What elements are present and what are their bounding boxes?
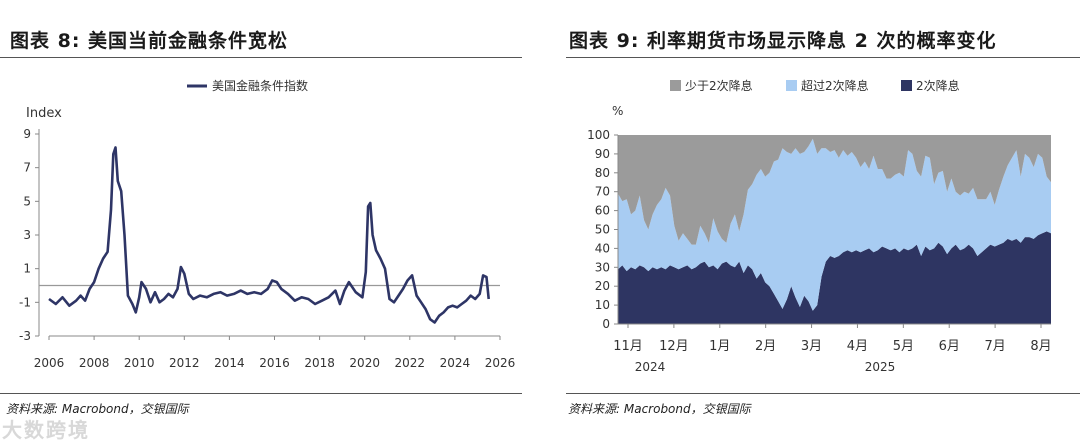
x-tick-label: 2010	[124, 356, 155, 370]
y-tick-label: 1	[23, 262, 31, 276]
y-tick-label: -3	[19, 329, 31, 343]
right-chart-panel: 图表 9: 利率期货市场显示降息 2 次的概率变化 100 90 80 70 60 50 4…	[566, 0, 1080, 447]
y-axis-title: Index	[26, 106, 62, 121]
x-tick-label: 8月	[1030, 339, 1051, 354]
x-tick-label: 12月	[659, 339, 689, 354]
x-tick-label: 3月	[801, 339, 822, 354]
x-tick-label: 4月	[847, 339, 868, 354]
y-tick-label: 90	[595, 147, 610, 161]
y-tick-label: 10	[595, 298, 610, 312]
fci-line-chart: 9 7 5 3 1 -1 -3 Index 2006 2008 2010 2012 2014 2016 20…	[19, 78, 516, 370]
x-tick-label: 2月	[755, 339, 776, 354]
y-tick-label: 5	[23, 194, 31, 208]
x-tick-label: 11月	[613, 339, 643, 354]
x-tick-label: 2026	[485, 356, 516, 370]
x-tick-label: 2008	[79, 356, 110, 370]
x-tick-label: 6月	[939, 339, 960, 354]
left-chart-panel: 图表 8: 美国当前金融条件宽松 9 7 5 3 1 -1 -3 Index 2006 2008 2…	[0, 0, 522, 447]
area-fewer-than-two-cuts	[618, 135, 1051, 245]
x-tick-label: 2012	[169, 356, 200, 370]
y-tick-label: -1	[19, 295, 31, 309]
area-two-cuts	[618, 231, 1051, 324]
y-tick-label: 3	[23, 228, 31, 242]
x-tick-label: 7月	[984, 339, 1005, 354]
fci-series-line	[48, 146, 490, 324]
x-tick-label: 2016	[259, 356, 290, 370]
x-tick-label: 2020	[349, 356, 380, 370]
legend-label-more-than-two-cuts: 超过2次降息	[801, 78, 869, 93]
x-year-label-2025: 2025	[865, 360, 896, 374]
y-tick-label: 70	[595, 185, 610, 199]
left-source-rule	[0, 393, 522, 394]
y-tick-label: 9	[23, 127, 31, 141]
legend-label-two-cuts: 2次降息	[916, 78, 960, 93]
right-source-note: 资料来源: Macrobond，交银国际	[568, 402, 751, 416]
x-tick-label: 2022	[395, 356, 426, 370]
y-tick-label: 100	[587, 128, 610, 142]
y-tick-label: 40	[595, 241, 610, 255]
legend-label-fci: 美国金融条件指数	[212, 78, 308, 93]
y-tick-label: 60	[595, 204, 610, 218]
left-chart-title: 图表 8: 美国当前金融条件宽松	[10, 30, 289, 52]
y-tick-label: 50	[595, 223, 610, 237]
legend-swatch-fewer-than-two-cuts	[670, 80, 681, 91]
x-tick-label: 2024	[440, 356, 471, 370]
left-source-note: 资料来源: Macrobond，交银国际	[6, 402, 189, 416]
y-axis-unit: %	[612, 104, 623, 118]
x-year-label-2024: 2024	[635, 360, 666, 374]
x-tick-label: 1月	[709, 339, 730, 354]
x-tick-label: 2006	[34, 356, 65, 370]
x-tick-label: 2018	[304, 356, 335, 370]
y-tick-label: 7	[23, 161, 31, 175]
watermark-logo: 大数跨境	[2, 418, 90, 442]
right-chart-title: 图表 9: 利率期货市场显示降息 2 次的概率变化	[569, 30, 997, 52]
x-tick-label: 2014	[214, 356, 245, 370]
legend-label-fewer-than-two-cuts: 少于2次降息	[685, 78, 753, 93]
area-more-than-two-cuts	[618, 138, 1051, 311]
left-title-rule	[0, 57, 522, 58]
y-tick-label: 0	[602, 317, 610, 331]
y-tick-label: 80	[595, 166, 610, 180]
x-tick-label: 5月	[893, 339, 914, 354]
y-tick-label: 20	[595, 279, 610, 293]
legend-swatch-more-than-two-cuts	[786, 80, 797, 91]
legend-swatch-two-cuts	[901, 80, 912, 91]
y-tick-label: 30	[595, 260, 610, 274]
right-source-rule	[566, 393, 1080, 394]
right-title-rule	[566, 57, 1080, 58]
